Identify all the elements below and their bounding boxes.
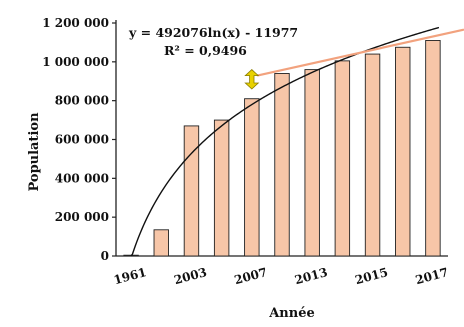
x-tick-label: 2007 <box>233 265 269 287</box>
x-tick-label: 1961 <box>112 265 148 287</box>
y-axis: 0 200 000 400 000 600 000 800 000 1 000 000 1 … <box>42 16 117 263</box>
x-axis-title: Année <box>268 306 315 321</box>
y-tick-label: 1 200 000 <box>42 16 109 30</box>
double-arrow-icon <box>244 69 260 90</box>
x-axis: 1961 2003 2007 2013 2015 2017 <box>112 255 450 287</box>
y-tick-label: 0 <box>101 249 109 263</box>
trendline <box>130 26 440 257</box>
trendline-equation: y = 492076ln(x) - 11977 <box>128 25 298 40</box>
trendline-r-squared: R² = 0,9496 <box>164 43 247 58</box>
y-tick-label: 1 000 000 <box>42 55 109 69</box>
y-tick-label: 200 000 <box>55 210 109 224</box>
y-tick-label: 400 000 <box>55 171 109 185</box>
y-tick-label: 600 000 <box>55 133 109 147</box>
bar <box>304 69 320 257</box>
bar <box>153 229 169 257</box>
bar <box>213 119 230 257</box>
tangent-line <box>256 28 464 77</box>
bar <box>274 73 290 257</box>
bar <box>244 98 260 257</box>
bar <box>395 46 411 257</box>
y-tick-label: 800 000 <box>55 94 109 108</box>
y-axis-title: Population <box>27 112 42 192</box>
x-tick-label: 2013 <box>293 265 329 287</box>
bar-series <box>123 40 441 257</box>
annotations-layer <box>130 26 464 257</box>
bar <box>334 60 351 257</box>
bar <box>364 53 381 257</box>
bar <box>425 40 441 257</box>
x-tick-label: 2003 <box>172 265 208 287</box>
x-tick-label: 2015 <box>354 265 390 287</box>
bar <box>183 125 200 257</box>
x-tick-label: 2017 <box>414 265 450 287</box>
